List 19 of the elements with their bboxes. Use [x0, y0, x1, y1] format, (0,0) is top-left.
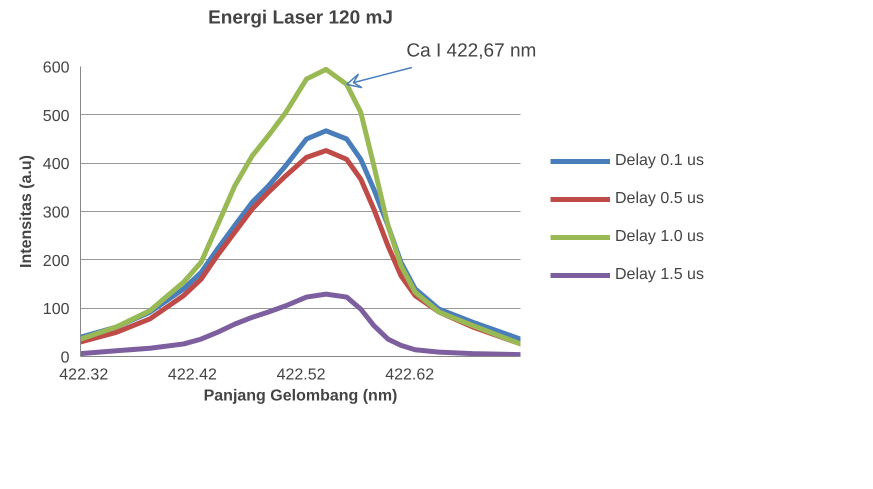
- y-tick-label: 200: [42, 252, 70, 270]
- legend-label: Delay 1.5 us: [615, 266, 704, 284]
- y-tick-label: 300: [42, 204, 70, 222]
- y-tick-label: 500: [42, 108, 70, 125]
- chart-title: Energi Laser 120 mJ: [208, 8, 393, 28]
- x-tick-label: 422.32: [59, 366, 108, 384]
- annotation: Ca I 422,67 nm: [406, 40, 536, 62]
- y-tick-label: 100: [42, 301, 70, 318]
- y-tick-label: 400: [42, 156, 70, 174]
- x-tick-label: 422.62: [385, 366, 434, 384]
- x-tick-label: 422.52: [276, 366, 326, 384]
- legend-label: Delay 1.0 us: [615, 228, 704, 246]
- y-axis-title: Intensitas (a.u): [18, 155, 35, 268]
- legend-label: Delay 0.5 us: [615, 190, 704, 208]
- y-tick-label: 600: [42, 60, 70, 76]
- x-axis-title: Panjang Gelombang (nm): [204, 388, 398, 404]
- y-tick-label: 0: [60, 350, 70, 366]
- legend-label: Delay 0.1 us: [615, 152, 704, 170]
- x-tick-label: 422.42: [168, 366, 217, 384]
